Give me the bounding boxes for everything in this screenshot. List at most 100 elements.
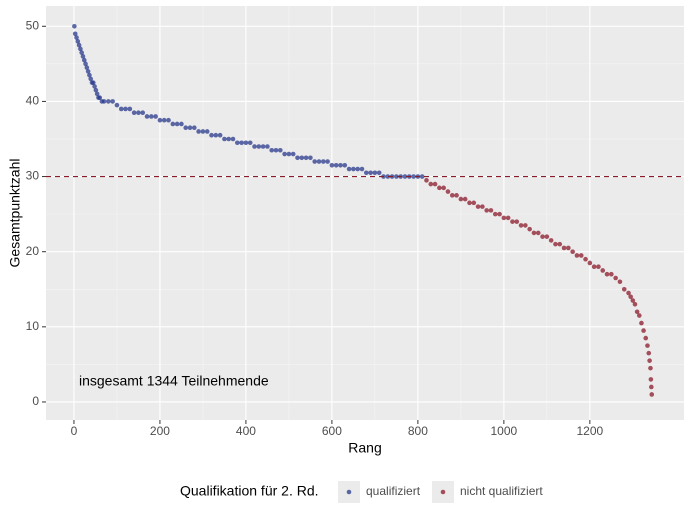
point xyxy=(449,193,455,198)
point xyxy=(587,260,593,266)
point xyxy=(239,140,244,146)
point xyxy=(648,377,654,382)
point xyxy=(484,208,489,213)
point xyxy=(312,159,317,164)
point xyxy=(303,155,309,161)
point xyxy=(230,136,236,142)
point xyxy=(510,219,515,224)
point xyxy=(80,54,86,59)
point xyxy=(282,151,287,157)
point xyxy=(209,132,214,138)
point xyxy=(316,159,322,164)
point xyxy=(626,290,631,296)
legend: qualifiziert nicht qualifiziert xyxy=(338,481,543,503)
point xyxy=(85,69,91,74)
point xyxy=(630,298,636,303)
point xyxy=(645,343,650,348)
point xyxy=(260,144,266,149)
point xyxy=(617,279,623,285)
point xyxy=(200,129,206,134)
point xyxy=(183,125,189,131)
point xyxy=(273,147,279,153)
point xyxy=(458,196,464,202)
point xyxy=(639,320,644,326)
point xyxy=(153,114,158,119)
point xyxy=(222,136,227,142)
point xyxy=(235,140,240,146)
point xyxy=(432,181,438,187)
point xyxy=(649,392,655,397)
point xyxy=(621,286,627,292)
point xyxy=(355,166,360,172)
point xyxy=(179,121,184,127)
point xyxy=(308,155,313,161)
point xyxy=(247,140,253,146)
y-tick-label: 50 xyxy=(26,18,40,32)
point xyxy=(636,313,642,318)
point xyxy=(497,211,502,217)
point xyxy=(76,42,82,48)
point xyxy=(441,185,446,191)
annotation: insgesamt 1344 Teilnehmende xyxy=(79,373,269,389)
legend-swatch xyxy=(346,489,352,495)
point xyxy=(226,136,232,142)
point xyxy=(325,159,330,164)
point xyxy=(72,23,77,29)
point xyxy=(342,162,348,168)
point xyxy=(411,174,416,179)
point xyxy=(144,114,150,119)
point xyxy=(338,162,343,168)
point xyxy=(101,99,107,104)
y-tick-label: 10 xyxy=(26,319,40,333)
point xyxy=(531,230,537,236)
point xyxy=(583,256,588,262)
point xyxy=(561,245,567,251)
point xyxy=(295,155,300,161)
point xyxy=(290,151,296,157)
x-tick-label: 200 xyxy=(150,424,170,438)
point xyxy=(269,147,275,153)
panel xyxy=(46,6,684,420)
point xyxy=(78,46,83,52)
point xyxy=(213,132,219,138)
marks xyxy=(72,23,655,397)
y-axis-label: Gesamtpunktzahl xyxy=(7,159,23,268)
x-tick-label: 1200 xyxy=(576,424,603,438)
legend-label: nicht qualifiziert xyxy=(460,484,543,498)
point xyxy=(204,129,210,134)
point xyxy=(157,117,163,123)
point xyxy=(462,196,468,202)
point xyxy=(372,170,378,176)
point xyxy=(79,50,84,55)
point xyxy=(501,215,507,221)
point xyxy=(641,328,646,333)
point xyxy=(166,117,171,123)
point xyxy=(419,174,425,179)
x-tick-label: 800 xyxy=(408,424,428,438)
point xyxy=(187,125,193,131)
point xyxy=(278,147,283,153)
point xyxy=(394,174,399,179)
point xyxy=(402,174,408,179)
point xyxy=(649,384,654,390)
point xyxy=(196,129,201,134)
point xyxy=(192,125,197,131)
legend-title: Qualifikation für 2. Rd. xyxy=(180,483,319,499)
point xyxy=(385,174,391,179)
point xyxy=(647,358,652,363)
point xyxy=(480,204,485,209)
point xyxy=(140,110,146,115)
point xyxy=(87,72,92,78)
point xyxy=(346,166,352,172)
point xyxy=(600,268,606,273)
point xyxy=(505,215,511,221)
point xyxy=(648,365,653,371)
point xyxy=(92,84,97,89)
point xyxy=(574,253,580,258)
point xyxy=(81,57,87,63)
point xyxy=(523,223,528,228)
y-tick-label: 30 xyxy=(26,169,40,183)
point xyxy=(94,91,100,97)
point xyxy=(74,35,79,40)
y-tick-label: 40 xyxy=(26,94,40,108)
